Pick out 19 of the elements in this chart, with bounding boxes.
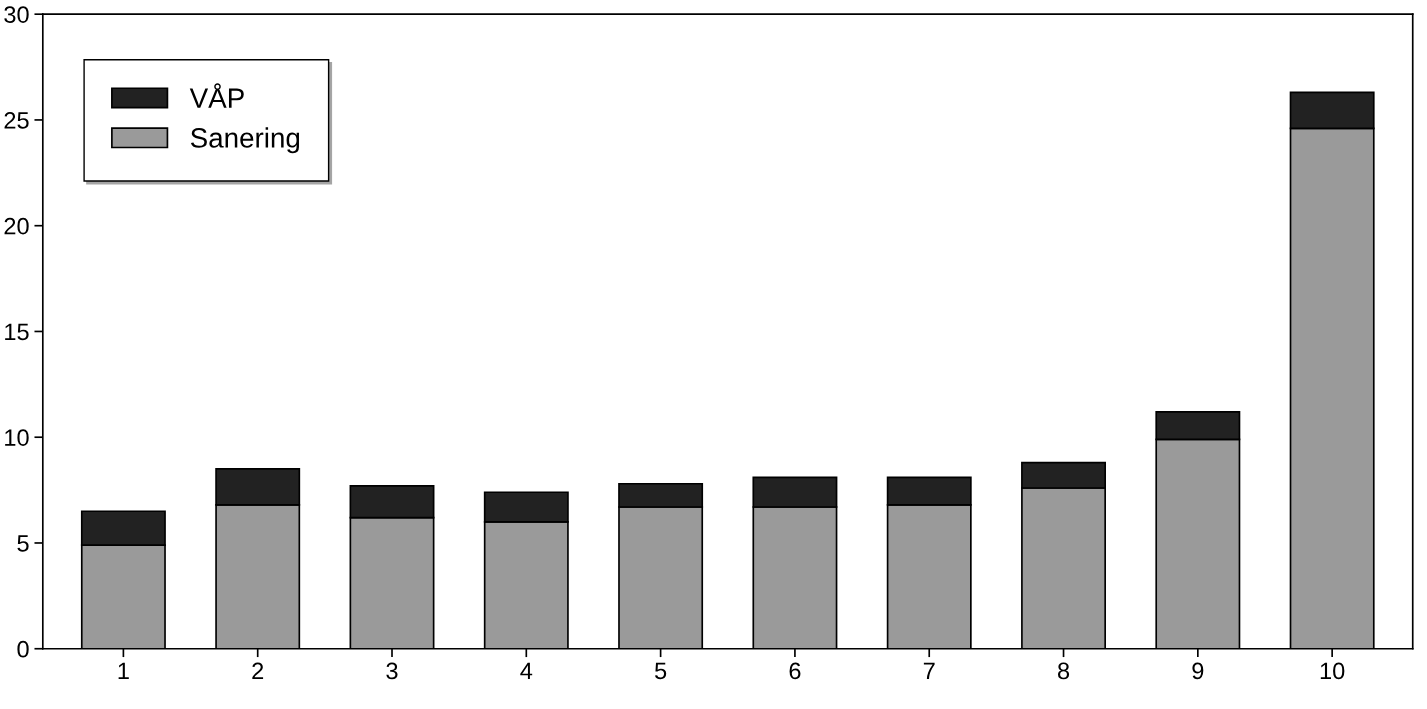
x-tick-label: 4 (520, 662, 533, 680)
y-tick-label: 10 (5, 429, 29, 446)
y-tick-label: 0 (17, 640, 29, 658)
x-tick-label: 6 (789, 662, 801, 680)
x-tick-label: 8 (1058, 662, 1070, 680)
x-tick-label: 2 (252, 662, 264, 680)
x-tick-label: 7 (923, 662, 935, 680)
y-tick-label: 15 (5, 323, 29, 341)
x-tick-label: 5 (655, 662, 667, 680)
y-tick-label: 25 (4, 112, 29, 129)
legend-label: Sanering (190, 127, 300, 154)
y-tick-label: 5 (17, 535, 29, 552)
x-tick-label: 3 (386, 662, 398, 680)
y-tick-label: 30 (4, 6, 29, 23)
y-tick-label: 20 (4, 217, 29, 235)
x-tick-label: 10 (1320, 662, 1345, 680)
x-tick-label: 9 (1192, 662, 1204, 680)
x-tick-label: 1 (118, 662, 129, 680)
legend-label: VÅP (189, 83, 244, 108)
